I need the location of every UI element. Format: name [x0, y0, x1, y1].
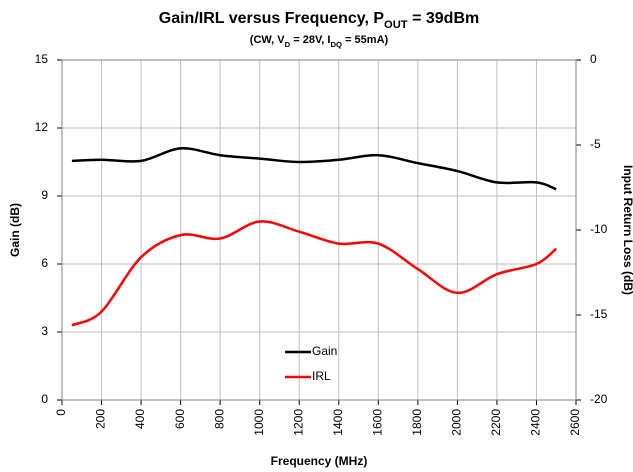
legend-label: Gain — [312, 344, 337, 358]
subtitle-part: (CW, V — [250, 34, 285, 46]
plot-frame — [61, 59, 577, 401]
series-line — [71, 147, 557, 191]
x-tick-label: 1800 — [410, 409, 424, 436]
y2-axis-label: Input Return Loss (dB) — [621, 165, 633, 295]
y-tick-label: 0 — [41, 392, 48, 406]
x-tick-label: 800 — [212, 409, 226, 429]
x-tick-label: 1400 — [331, 409, 345, 436]
y-axis-label: Gain (dB) — [8, 203, 22, 257]
x-tick-label: 200 — [94, 409, 108, 429]
y-tick-label: 6 — [41, 256, 48, 270]
title-part: Gain/IRL versus Frequency, P — [159, 10, 385, 27]
legend-label: IRL — [312, 369, 331, 383]
y-tick-label: 9 — [41, 188, 48, 202]
x-tick-label: 400 — [133, 409, 147, 429]
subtitle-part: = 28V, I — [290, 34, 330, 46]
y2-tick-label: -10 — [590, 222, 608, 236]
subtitle-part: DQ — [330, 40, 342, 49]
chart-title: Gain/IRL versus Frequency, POUT = 39dBm — [159, 10, 479, 31]
x-tick-label: 0 — [54, 409, 68, 416]
x-tick-label: 600 — [173, 409, 187, 429]
y2-tick-label: 0 — [590, 52, 597, 66]
x-tick-label: 2000 — [450, 409, 464, 436]
title-part: = 39dBm — [408, 10, 480, 27]
y2-tick-label: -15 — [590, 307, 608, 321]
x-tick-label: 1000 — [252, 409, 266, 436]
x-tick-label: 2200 — [489, 409, 503, 436]
x-tick-label: 1200 — [291, 409, 305, 436]
y-tick-label: 12 — [35, 120, 49, 134]
y2-tick-label: -20 — [590, 392, 608, 406]
chart-subtitle: (CW, VD = 28V, IDQ = 55mA) — [250, 34, 389, 49]
y-tick-label: 3 — [41, 324, 48, 338]
x-tick-label: 1600 — [370, 409, 384, 436]
subtitle-part: D — [285, 40, 291, 49]
x-axis-label: Frequency (MHz) — [271, 454, 368, 468]
y2-tick-label: -5 — [590, 137, 601, 151]
x-tick-label: 2600 — [568, 409, 582, 436]
x-tick-label: 2400 — [529, 409, 543, 436]
title-part: OUT — [384, 19, 408, 31]
subtitle-part: = 55mA) — [342, 34, 388, 46]
y-tick-label: 15 — [35, 52, 49, 66]
series-line — [71, 220, 558, 327]
